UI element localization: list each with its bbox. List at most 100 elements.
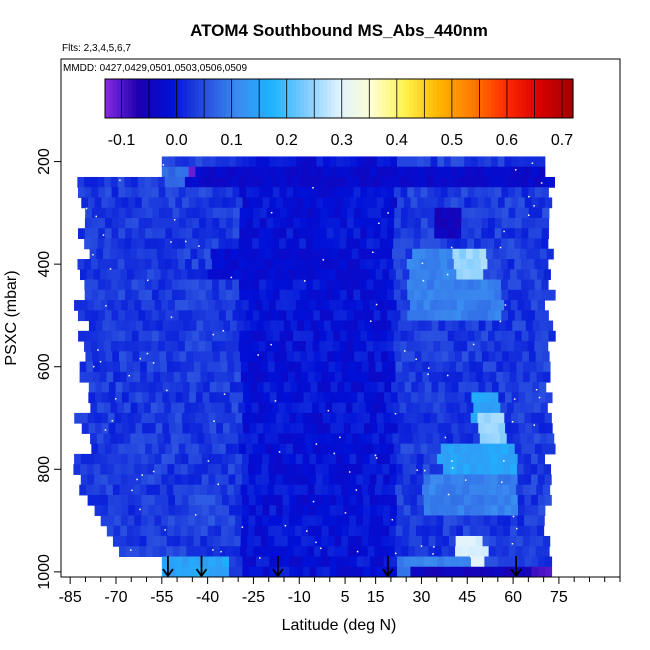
heatmap-cell (422, 361, 430, 373)
heatmap-cell (461, 330, 469, 342)
heatmap-cell (334, 351, 342, 363)
heatmap-cell (226, 217, 234, 229)
heatmap-cell (274, 269, 283, 281)
heatmap-cell (86, 269, 94, 281)
heatmap-cell (353, 187, 361, 198)
heatmap-cell (400, 289, 408, 301)
heatmap-cell (381, 351, 389, 363)
heatmap-cell (450, 197, 459, 209)
heatmap-cell (390, 412, 398, 424)
data-speck (421, 262, 424, 265)
heatmap-cell (517, 300, 525, 311)
heatmap-cell (124, 443, 133, 455)
heatmap-cell (508, 187, 516, 198)
heatmap-cell (256, 320, 265, 332)
heatmap-cell (247, 525, 256, 537)
heatmap-cell (93, 464, 101, 475)
heatmap-cell (131, 217, 140, 229)
heatmap-cell (252, 341, 260, 352)
heatmap-cell (229, 197, 237, 209)
heatmap-cell (169, 392, 177, 404)
heatmap-cell (324, 320, 332, 332)
heatmap-cell (212, 207, 221, 219)
heatmap-cell (286, 289, 294, 301)
heatmap-cell (386, 176, 394, 188)
heatmap-cell (473, 341, 482, 352)
heatmap-cell (501, 187, 509, 198)
x-tick-label: -40 (196, 589, 219, 606)
heatmap-cell (421, 207, 429, 219)
heatmap-cell (511, 392, 519, 404)
heatmap-cell (422, 269, 430, 281)
heatmap-cell (265, 238, 273, 250)
data-speck (212, 333, 215, 336)
heatmap-cell (297, 382, 305, 393)
heatmap-cell (269, 156, 277, 168)
heatmap-cell (173, 371, 181, 383)
heatmap-cell (245, 443, 254, 455)
heatmap-cell (243, 423, 251, 434)
heatmap-cell (269, 494, 277, 506)
heatmap-cell (293, 351, 301, 363)
heatmap-cell (388, 535, 396, 547)
data-speck (355, 489, 358, 491)
heatmap-cell (370, 392, 378, 404)
y-axis-label: PSXC (mbar) (3, 270, 20, 365)
heatmap-cell (205, 238, 213, 250)
heatmap-cell (299, 228, 308, 240)
heatmap-cell (233, 351, 241, 363)
heatmap-cell (293, 546, 301, 557)
heatmap-cell (129, 248, 138, 260)
heatmap-cell (467, 330, 476, 342)
heatmap-cell (403, 505, 411, 516)
heatmap-cell (169, 423, 177, 434)
heatmap-cell (183, 248, 191, 260)
heatmap-cell (526, 248, 534, 260)
heatmap-cell (153, 535, 161, 547)
heatmap-cell (125, 351, 133, 363)
heatmap-cell (219, 207, 227, 219)
heatmap-cell (240, 535, 248, 547)
heatmap-cell (403, 300, 411, 311)
heatmap-cell (540, 402, 548, 414)
colorbar-segment (128, 79, 133, 118)
heatmap-cell (156, 320, 164, 332)
colorbar-segment (136, 79, 141, 118)
heatmap-cell (523, 371, 531, 383)
heatmap-cell (225, 228, 234, 240)
heatmap-cell (332, 238, 341, 250)
heatmap-cell (168, 566, 176, 578)
heatmap-cell (397, 197, 405, 209)
heatmap-cell (397, 166, 405, 178)
heatmap-cell (477, 474, 485, 486)
heatmap-cell (369, 412, 378, 424)
heatmap-cell (504, 300, 512, 311)
heatmap-cell (363, 505, 371, 516)
heatmap-cell (193, 535, 201, 547)
heatmap-cell (158, 238, 166, 250)
heatmap-cell (242, 494, 250, 506)
heatmap-cell (168, 494, 176, 506)
heatmap-cell (206, 207, 214, 219)
heatmap-cell (319, 259, 327, 270)
heatmap-cell (336, 412, 344, 424)
heatmap-cell (169, 320, 177, 332)
heatmap-cell (513, 248, 521, 260)
heatmap-cell (361, 535, 369, 547)
heatmap-cell (188, 556, 196, 568)
heatmap-cell (440, 176, 448, 188)
heatmap-cell (387, 187, 395, 198)
heatmap-cell (320, 351, 328, 363)
heatmap-cell (358, 248, 366, 260)
heatmap-cell (536, 269, 545, 281)
heatmap-cell (222, 423, 231, 434)
heatmap-cell (541, 279, 549, 291)
heatmap-cell (278, 402, 286, 414)
heatmap-cell (316, 505, 324, 516)
heatmap-cell (134, 300, 142, 311)
heatmap-cell (467, 176, 475, 188)
heatmap-cell (104, 443, 113, 455)
heatmap-cell (130, 433, 138, 445)
heatmap-cell (353, 259, 361, 270)
heatmap-cell (516, 525, 524, 537)
